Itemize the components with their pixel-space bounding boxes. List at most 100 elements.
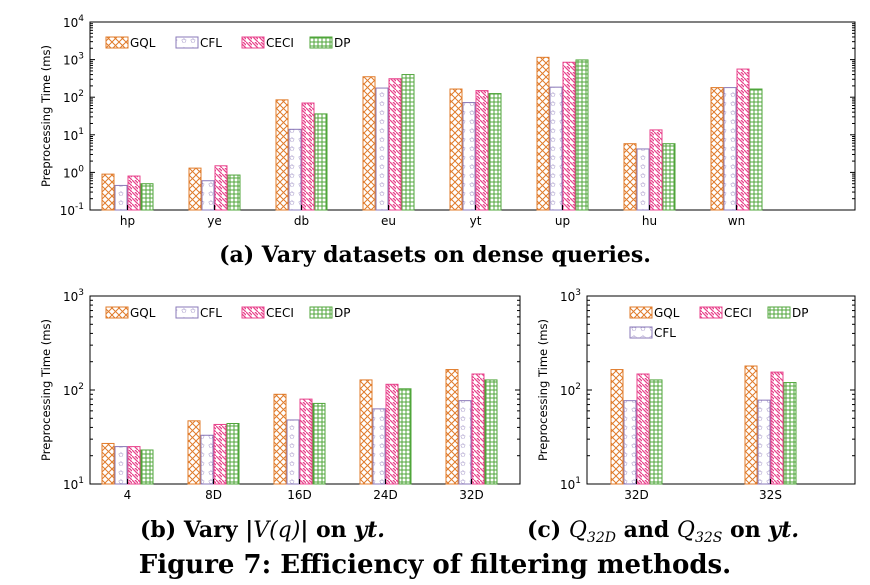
bar-ceci [127, 175, 141, 211]
caption-c-prefix: (c) [527, 517, 569, 543]
bar-dp [398, 388, 412, 485]
legend-label-gql: GQL [130, 36, 156, 50]
bar-ceci [385, 383, 399, 485]
caption-c-dataset: yt. [767, 517, 799, 543]
bar-cfl [375, 87, 389, 211]
legend-swatch-ceci [699, 306, 723, 319]
legend-swatch-dp [767, 306, 791, 319]
chart-panel-b: 101 102 103 Preprocessing Time (ms) 4 8D 16D 24… [39, 288, 521, 502]
y-tick-label: 10-1 [60, 202, 84, 218]
figure-caption: Figure 7: Efficiency of filtering method… [139, 550, 731, 580]
bar-ceci [213, 423, 227, 485]
caption-b-mid: | on [300, 517, 354, 543]
bar-cfl [114, 446, 128, 485]
bar-dp [401, 74, 415, 211]
caption-b-prefix: (b) Vary | [140, 517, 253, 543]
bar-dp [140, 183, 154, 211]
legend-swatch-gql [105, 306, 129, 319]
bar-cfl [623, 400, 637, 485]
y-tick-label: 100 [63, 164, 84, 180]
caption-c: (c) Q32D and Q32S on yt. [527, 517, 799, 546]
caption-c-and: and [616, 517, 677, 543]
bar-ceci [301, 102, 315, 211]
bar-ceci [214, 165, 228, 211]
bar-ceci [475, 90, 489, 211]
chart-panel-a: 10-1 100 101 102 103 104 Preprocessing Time (m… [39, 14, 856, 228]
x-tick-label: 32D [624, 488, 649, 502]
x-tick-label: 32D [459, 488, 484, 502]
bar-ceci [471, 373, 485, 485]
y-tick-label: 102 [63, 89, 84, 105]
bar-gql [536, 56, 550, 211]
bar-gql [101, 442, 115, 485]
y-tick-label: 101 [63, 127, 84, 143]
y-axis-label: Preprocessing Time (ms) [39, 45, 53, 187]
legend-label-cfl: CFL [654, 326, 676, 340]
legend-label-gql: GQL [130, 306, 156, 320]
x-tick-label: 4 [124, 488, 132, 502]
bar-dp [649, 379, 663, 485]
bar-dp [484, 379, 498, 485]
bar-dp [140, 449, 154, 485]
bar-cfl [723, 87, 737, 211]
bar-gql [610, 369, 624, 485]
caption-b: (b) Vary |V(q)| on yt. [140, 517, 385, 543]
bar-dp [226, 423, 240, 485]
bar-gql [445, 369, 459, 485]
y-tick-label: 103 [63, 52, 84, 68]
x-tick-label: ye [207, 214, 221, 228]
x-tick-label: 32S [759, 488, 782, 502]
bar-gql [710, 87, 724, 211]
x-tick-label: 16D [287, 488, 312, 502]
bar-gql [101, 173, 115, 211]
bar-gql [362, 76, 376, 211]
legend-label-dp: DP [334, 306, 350, 320]
x-tick-label: wn [728, 214, 745, 228]
legend-label-gql: GQL [654, 306, 680, 320]
legend-swatch-cfl [629, 326, 653, 339]
bar-cfl [201, 180, 215, 211]
caption-c-q2: Q [677, 518, 695, 543]
y-axis-label: Preprocessing Time (ms) [536, 319, 550, 461]
bar-ceci [736, 68, 750, 211]
bar-cfl [288, 128, 302, 211]
bar-ceci [562, 61, 576, 211]
bar-gql [188, 167, 202, 211]
bar-dp [575, 59, 589, 211]
legend-swatch-gql [105, 36, 129, 49]
bar-dp [312, 402, 326, 485]
x-tick-label: 24D [373, 488, 398, 502]
legend-swatch-cfl [175, 306, 199, 319]
x-tick-label: db [294, 214, 309, 228]
legend-label-ceci: CECI [266, 36, 294, 50]
legend-label-dp: DP [334, 36, 350, 50]
y-tick-label: 102 [63, 382, 84, 398]
chart-panel-c: 101 102 103 Preprocessing Time (ms) 32D 32S GQ… [536, 288, 856, 502]
y-tick-label: 103 [560, 288, 581, 304]
bar-ceci [649, 129, 663, 211]
bar-ceci [127, 446, 141, 485]
legend-swatch-ceci [241, 306, 265, 319]
bar-cfl [549, 86, 563, 211]
caption-b-math: V(q) [253, 518, 300, 543]
legend-swatch-dp [309, 36, 333, 49]
caption-c-on: on [722, 517, 768, 543]
bar-dp [488, 93, 502, 211]
legend-label-ceci: CECI [724, 306, 752, 320]
x-tick-label: yt [470, 214, 482, 228]
bar-cfl [462, 102, 476, 211]
y-axis-label: Preprocessing Time (ms) [39, 319, 53, 461]
bar-cfl [200, 434, 214, 485]
bar-gql [275, 99, 289, 211]
bar-cfl [636, 148, 650, 211]
x-tick-label: hp [120, 214, 135, 228]
legend-swatch-gql [629, 306, 653, 319]
bar-dp [783, 382, 797, 485]
bar-ceci [770, 371, 784, 485]
bar-gql [449, 88, 463, 211]
legend-label-cfl: CFL [200, 306, 222, 320]
x-tick-label: eu [381, 214, 396, 228]
bar-gql [623, 143, 637, 211]
legend-label-cfl: CFL [200, 36, 222, 50]
